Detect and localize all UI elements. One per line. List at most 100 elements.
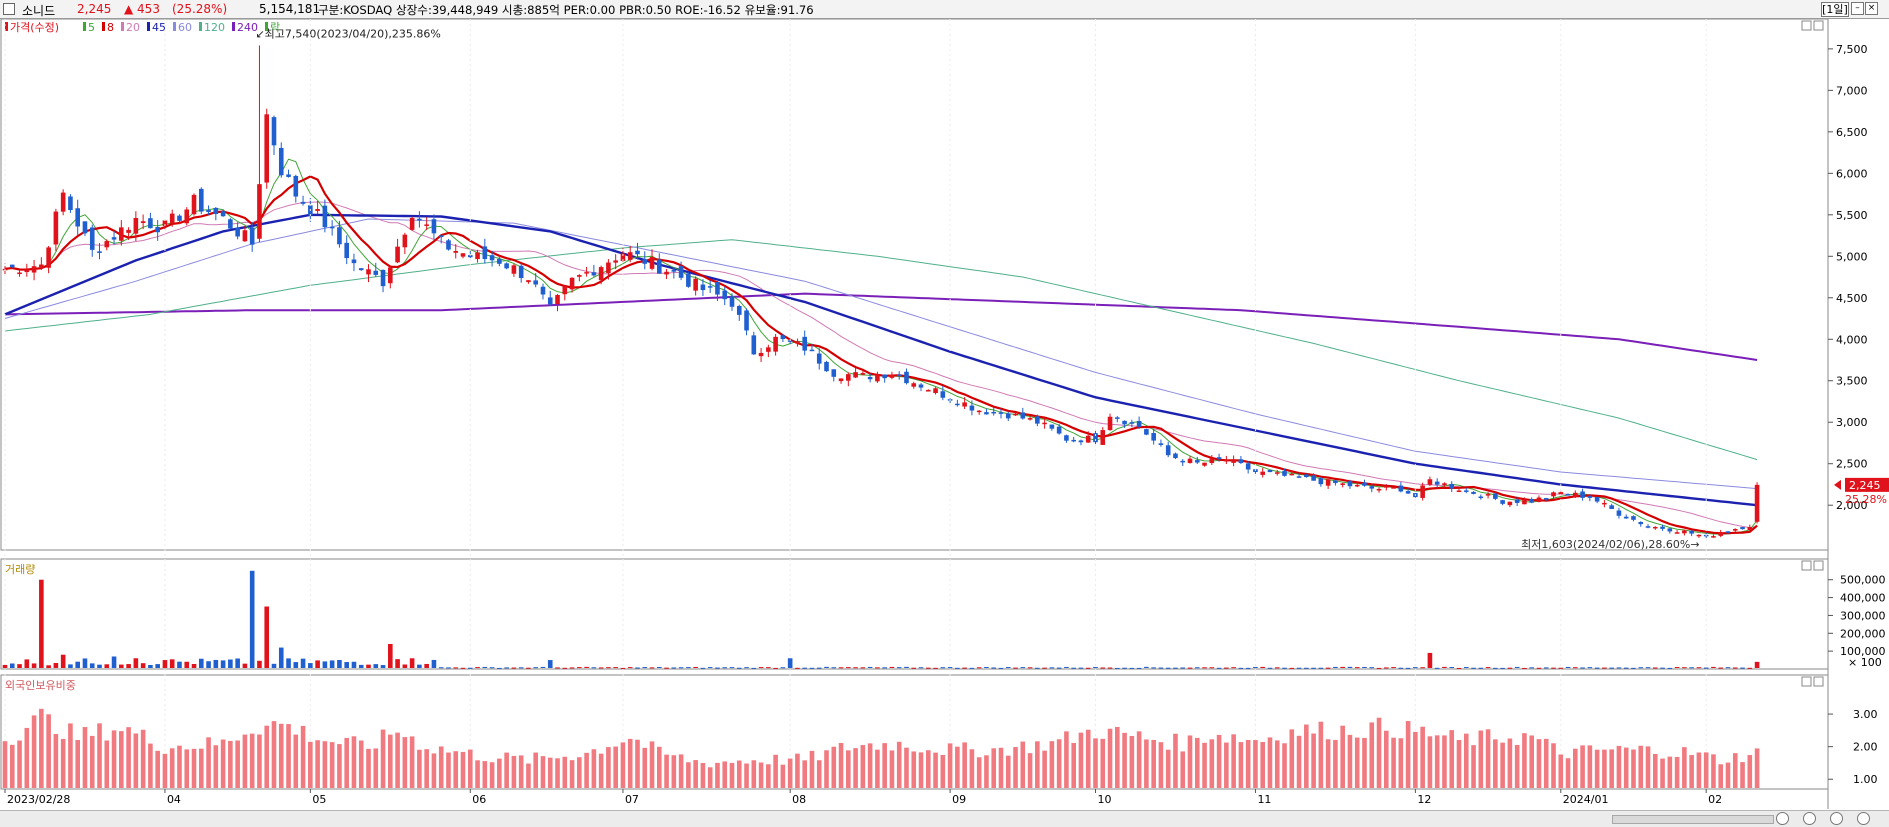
foreign-bar — [97, 723, 102, 788]
volume-bar — [475, 667, 480, 669]
foreign-bar — [1740, 762, 1745, 788]
price-candle — [300, 201, 306, 204]
volume-bar — [344, 662, 349, 668]
foreign-bar — [1478, 730, 1484, 788]
foreign-bar — [889, 750, 895, 788]
volume-bar — [2, 664, 8, 668]
price-candle — [1529, 498, 1534, 503]
close-icon[interactable]: × — [1865, 2, 1878, 15]
volume-bar — [991, 667, 997, 669]
foreign-bar — [1209, 739, 1215, 788]
x-axis-label: 08 — [792, 793, 806, 806]
volume-bar — [1224, 667, 1229, 669]
price-candle — [46, 247, 51, 268]
price-candle — [82, 221, 88, 234]
zoom-in-icon[interactable] — [1776, 812, 1789, 825]
volume-bar — [889, 666, 895, 668]
zoom-reset-icon[interactable] — [1830, 812, 1843, 825]
price-candle — [1209, 458, 1215, 463]
volume-bar — [642, 667, 648, 669]
foreign-bar — [533, 752, 539, 788]
price-candle — [707, 286, 713, 288]
volume-bar — [584, 666, 589, 668]
price-candle — [1231, 459, 1236, 463]
volume-bar — [577, 667, 582, 669]
price-candle — [1362, 482, 1367, 486]
foreign-bar — [526, 763, 531, 788]
foreign-bar — [1187, 735, 1193, 788]
price-candle — [1420, 485, 1425, 498]
volume-bar — [126, 664, 131, 668]
price-candle — [104, 241, 110, 248]
price-candle — [526, 280, 531, 283]
foreign-bar — [1645, 746, 1651, 788]
foreign-bar — [17, 740, 22, 788]
price-candle — [1107, 416, 1113, 431]
scroll-bar[interactable] — [1612, 815, 1774, 824]
price-candle — [351, 259, 357, 264]
foreign-bar — [1587, 745, 1593, 788]
price-candle — [715, 281, 720, 295]
price-candle — [744, 310, 749, 331]
volume-bar — [1136, 667, 1142, 669]
x-axis-label: 2024/01 — [1563, 793, 1609, 806]
price-candle — [1674, 532, 1680, 534]
zoom-fit-icon[interactable] — [1857, 812, 1870, 825]
price-candle — [1434, 481, 1440, 485]
volume-bar — [1311, 667, 1316, 669]
price-candle — [809, 349, 815, 352]
stock-chart: 7,500 7,000 6,500 6,000 5,500 5,000 4,500 4,000… — [0, 19, 1889, 809]
volume-bar — [482, 666, 488, 668]
period-selector[interactable]: [1일] — [1821, 2, 1849, 17]
price-candle — [955, 403, 960, 406]
price-candle — [1122, 420, 1127, 425]
foreign-bar — [1463, 733, 1469, 788]
volume-bar — [1434, 667, 1440, 669]
volume-bar — [97, 664, 102, 668]
volume-bar — [467, 667, 473, 669]
foreign-bar — [424, 749, 429, 788]
minimize-icon[interactable]: – — [1851, 2, 1864, 15]
volume-bar — [962, 667, 967, 669]
foreign-bar — [1471, 745, 1476, 788]
volume-bar — [1296, 667, 1302, 669]
price-candle — [395, 246, 400, 263]
volume-bar — [1602, 667, 1607, 669]
price-candle — [1478, 496, 1484, 499]
price-candle — [1711, 536, 1716, 538]
foreign-bar — [119, 731, 124, 788]
volume-bar — [635, 667, 640, 669]
volume-bar — [722, 667, 728, 669]
volume-bar — [53, 663, 59, 668]
foreign-bar — [598, 753, 604, 788]
stock-checkbox[interactable] — [3, 3, 15, 15]
foreign-bar — [417, 749, 422, 788]
price-candle — [918, 384, 924, 388]
bottom-toolbar — [0, 810, 1889, 827]
volume-bar — [169, 659, 175, 668]
volume-bar — [1027, 667, 1033, 669]
foreign-bar — [264, 725, 270, 788]
price-candle — [1347, 481, 1353, 487]
foreign-bar — [751, 760, 757, 788]
last-pct-label: 25.28% — [1845, 493, 1887, 506]
price-candle — [497, 258, 502, 264]
volume-bar — [489, 667, 495, 669]
stock-info: 구분:KOSDAQ 상장수:39,448,949 시총:885억 PER:0.0… — [318, 3, 814, 17]
price-candle — [678, 266, 684, 278]
price-candle — [751, 335, 757, 355]
volume-bar — [627, 667, 633, 669]
price-candle — [1740, 527, 1745, 530]
price-candle — [962, 402, 967, 407]
price-candle — [1027, 418, 1033, 420]
volume-bar — [395, 659, 400, 668]
price-candle — [206, 209, 211, 212]
zoom-out-icon[interactable] — [1803, 812, 1816, 825]
volume-bar — [504, 667, 509, 669]
foreign-bar — [1485, 729, 1491, 788]
volume-bar — [1267, 667, 1273, 669]
volume-bar — [1144, 666, 1149, 668]
foreign-bar — [1202, 742, 1207, 788]
volume-bar — [1427, 652, 1433, 668]
price-candle — [1049, 424, 1055, 429]
